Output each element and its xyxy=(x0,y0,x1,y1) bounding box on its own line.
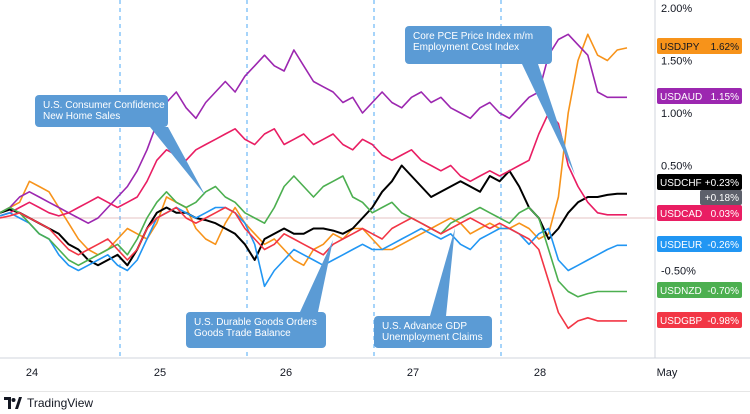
x-tick-label: 28 xyxy=(534,367,546,379)
callout-box xyxy=(374,316,492,348)
badge-bg xyxy=(657,282,742,298)
series-line-usdeur xyxy=(0,206,627,288)
badge-value: 0.03% xyxy=(711,209,739,220)
badge-bg xyxy=(657,88,742,104)
callout-text: Goods Trade Balance xyxy=(194,328,291,339)
badge-usdeur: USDEUR -0.26% xyxy=(657,236,742,252)
callout-text: Unemployment Claims xyxy=(382,332,483,343)
badge-pair-name: USDCAD xyxy=(660,209,702,220)
badge-usdcad: USDCAD 0.03% xyxy=(657,205,742,221)
x-tick-label: 27 xyxy=(407,367,419,379)
callout-text: Core PCE Price Index m/m xyxy=(413,31,533,42)
badge-extra: +0.18% xyxy=(700,190,742,205)
y-tick-label: 1.00% xyxy=(661,108,692,120)
callout-box xyxy=(186,312,326,348)
badge-bg xyxy=(657,174,742,190)
badge-value: -0.70% xyxy=(707,286,739,297)
badge-pair-name: USDAUD xyxy=(660,92,702,103)
callout-box xyxy=(405,26,552,64)
badge-usdjpy: USDJPY 1.62% xyxy=(657,38,742,54)
badge-usdchf: USDCHF +0.23% xyxy=(657,174,742,190)
series-line-usdcad xyxy=(0,112,627,217)
y-tick-label: 1.50% xyxy=(661,56,692,68)
callout-pointer xyxy=(430,228,455,316)
callout-text: U.S. Durable Goods Orders xyxy=(194,317,317,328)
badge-bg xyxy=(657,312,742,328)
callout-box xyxy=(35,95,168,127)
callout-text: U.S. Advance GDP xyxy=(382,321,467,332)
callout-text: U.S. Consumer Confidence xyxy=(43,100,165,111)
series-line-usdnzd xyxy=(0,175,627,298)
badge-pair-name: USDGBP xyxy=(660,316,703,327)
callout-pointer xyxy=(522,64,575,175)
badge-usdaud: USDAUD 1.15% xyxy=(657,88,742,104)
tradingview-logo[interactable]: TradingView xyxy=(4,396,93,410)
badge-pair-name: USDJPY xyxy=(660,42,700,53)
badge-pair-name: USDEUR xyxy=(660,240,702,251)
badge-usdnzd: USDNZD -0.70% xyxy=(657,282,742,298)
y-tick-label: 2.00% xyxy=(661,3,692,15)
badge-usdgbp: USDGBP -0.98% xyxy=(657,312,742,328)
badge-value: -0.26% xyxy=(707,240,739,251)
callout-text: Employment Cost Index xyxy=(413,42,519,53)
badge-value: -0.98% xyxy=(707,316,739,327)
series-line-usdgbp xyxy=(0,206,627,330)
y-tick-label: 0.50% xyxy=(661,161,692,173)
badge-extra-bg xyxy=(700,190,742,205)
badge-pair-name: USDNZD xyxy=(660,286,702,297)
tradingview-icon xyxy=(4,397,22,409)
series-line-usdchf xyxy=(0,164,627,267)
callout-pointer xyxy=(300,240,333,312)
badge-bg xyxy=(657,38,742,54)
series-line-usdaud xyxy=(0,33,627,224)
footer: TradingView xyxy=(0,391,750,414)
badge-value: +0.23% xyxy=(705,178,739,189)
badge-bg xyxy=(657,205,742,221)
callout-text: New Home Sales xyxy=(43,111,120,122)
x-tick-label: 24 xyxy=(26,367,38,379)
badge-pair-name: USDCHF xyxy=(660,178,702,189)
x-tick-label: 25 xyxy=(154,367,166,379)
badge-extra-value: +0.18% xyxy=(705,193,739,204)
x-tick-label: 26 xyxy=(280,367,292,379)
badge-value: 1.62% xyxy=(711,42,739,53)
badge-value: 1.15% xyxy=(711,92,739,103)
callout-pointer xyxy=(150,127,205,195)
y-tick-label: -0.50% xyxy=(661,266,696,278)
x-tick-label: May xyxy=(657,367,678,379)
badge-bg xyxy=(657,236,742,252)
brand-name: TradingView xyxy=(27,396,94,410)
